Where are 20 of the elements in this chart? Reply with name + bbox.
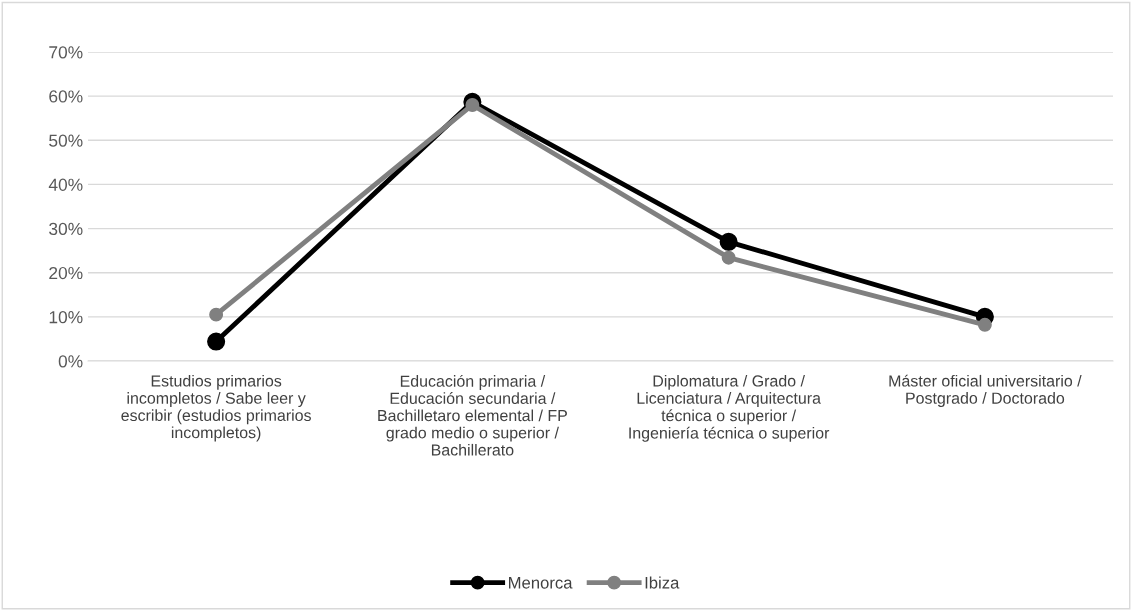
point xyxy=(465,98,480,112)
point xyxy=(209,307,224,322)
y-tick-label: 0% xyxy=(58,355,83,368)
point xyxy=(719,232,738,251)
y-tick-label: 20% xyxy=(49,266,83,280)
x-tick-label: Educación primaria / Educación secundaria / Bachilletaro elemental / FP grado medio o superior / Bachillerato xyxy=(378,374,567,456)
y-tick-label: 50% xyxy=(49,134,83,147)
x-tick-label: Diplomatura / Grado / Licenciatura / Arquitectura técnica o superior / Ingeniería técnica o superior xyxy=(629,374,830,442)
y-tick-label: 10% xyxy=(49,311,83,324)
x-tick-label: Máster oficial universitario / Postgrado / Doctorado xyxy=(889,374,1082,407)
x-tick-label: Estudios primarios incompletos / Sabe leer y escribir (estudios primarios incompletos) xyxy=(121,374,311,442)
y-tick-label: 60% xyxy=(49,90,83,103)
legend-label: Menorca xyxy=(509,577,573,589)
y-tick-label: 30% xyxy=(49,222,83,236)
y-tick-label: 70% xyxy=(49,46,83,59)
y-tick-label: 40% xyxy=(48,178,83,191)
point xyxy=(721,250,736,265)
point xyxy=(207,332,226,351)
legend-label: Ibiza xyxy=(645,576,680,589)
point xyxy=(977,317,992,332)
